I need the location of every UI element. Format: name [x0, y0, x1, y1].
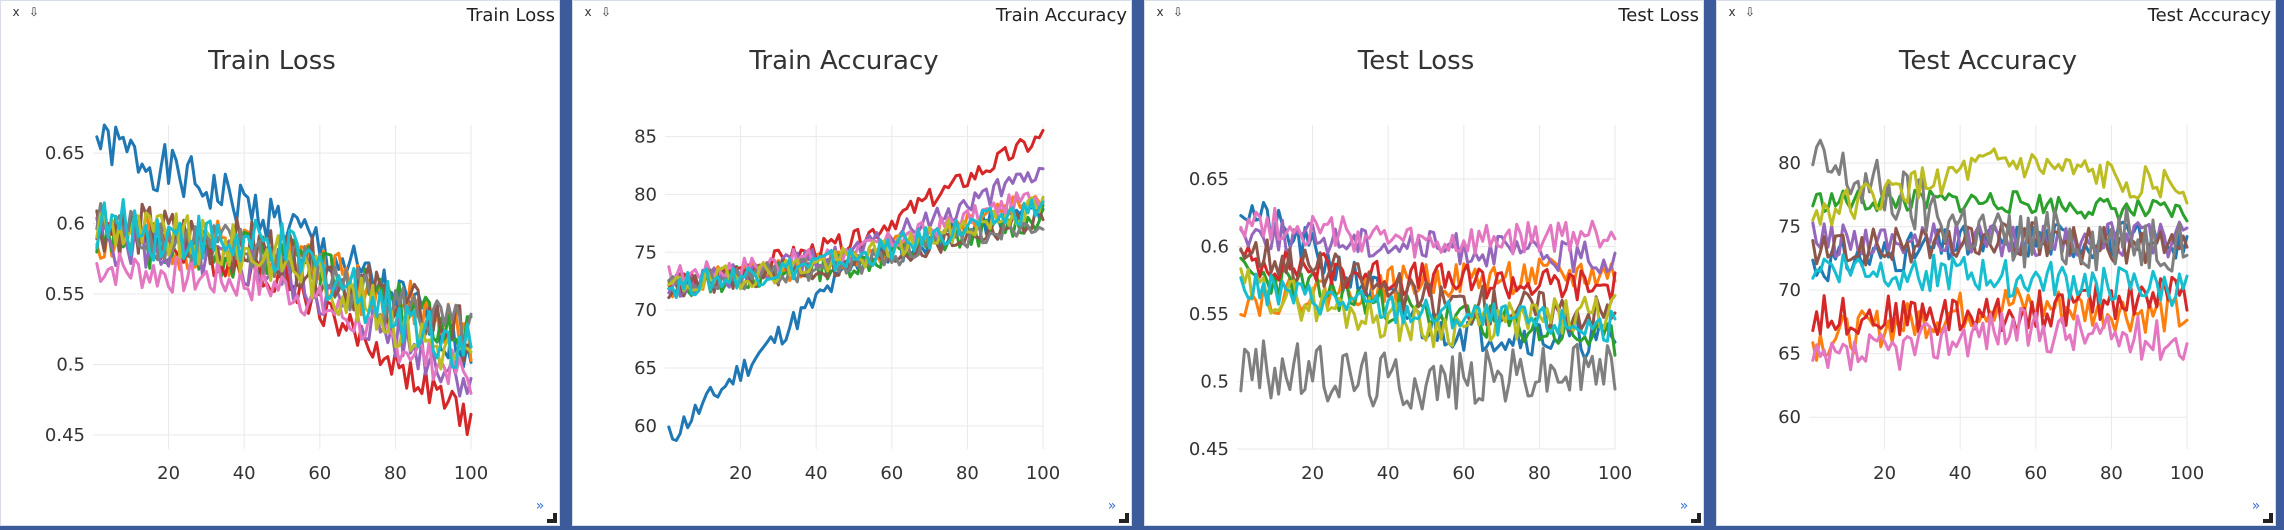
- series-line: [1239, 339, 1617, 411]
- x-tick-label: 20: [157, 463, 180, 484]
- x-tick-label: 100: [2170, 463, 2204, 484]
- expand-icon[interactable]: »: [1679, 498, 1689, 514]
- x-tick-label: 40: [1949, 463, 1972, 484]
- y-tick-label: 0.5: [1200, 372, 1229, 393]
- chart-test-accuracy[interactable]: Test Accuracy 20 40 60 80 100 60 65 70 75 80: [1717, 29, 2277, 527]
- pane-title: Train Accuracy: [995, 5, 1127, 26]
- chart-title: Train Loss: [207, 46, 336, 76]
- y-tick-label: 0.55: [45, 284, 85, 305]
- resize-handle[interactable]: [1119, 513, 1129, 523]
- x-tick-label: 20: [1873, 463, 1896, 484]
- x-tick-label: 60: [2024, 463, 2047, 484]
- series-line: [1811, 147, 2189, 227]
- pane-train-accuracy: x ⇩ Train Accuracy Train Accuracy 20 40 60 8…: [572, 0, 1132, 526]
- series-line: [95, 211, 473, 371]
- y-tick-label: 0.6: [1200, 237, 1229, 258]
- y-tick-label: 60: [1778, 407, 1801, 428]
- expand-icon[interactable]: »: [535, 498, 545, 514]
- y-tick-label: 0.6: [56, 214, 85, 235]
- y-tick-label: 80: [1778, 153, 1801, 174]
- y-tick-label: 0.55: [1189, 304, 1229, 325]
- series-line: [1239, 206, 1617, 259]
- x-tick-label: 60: [308, 463, 331, 484]
- chart-title: Test Accuracy: [1898, 46, 2077, 76]
- series-line: [1811, 306, 2189, 372]
- expand-icon[interactable]: »: [1107, 498, 1117, 514]
- x-tick-label: 80: [2100, 463, 2123, 484]
- y-tick-label: 70: [634, 300, 657, 321]
- y-tick-label: 0.45: [45, 425, 85, 446]
- x-tick-label: 60: [1452, 463, 1475, 484]
- x-tick-label: 60: [880, 463, 903, 484]
- x-tick-label: 100: [454, 463, 488, 484]
- close-icon[interactable]: x: [584, 5, 592, 19]
- x-tick-label: 40: [1377, 463, 1400, 484]
- y-tick-label: 85: [634, 127, 657, 148]
- chart-test-loss[interactable]: Test Loss 20 40 60 80 100 0.45 0.5 0.55 0.6 0.65: [1145, 29, 1705, 527]
- series-line: [1811, 275, 2189, 337]
- y-tick-label: 60: [634, 416, 657, 437]
- pane-header: x ⇩ Train Loss: [1, 1, 559, 29]
- resize-handle[interactable]: [1691, 513, 1701, 523]
- close-icon[interactable]: x: [12, 5, 20, 19]
- pane-title: Train Loss: [466, 5, 555, 26]
- x-tick-label: 80: [384, 463, 407, 484]
- pane-header: x ⇩ Test Accuracy: [1717, 1, 2275, 29]
- pane-header: x ⇩ Test Loss: [1145, 1, 1703, 29]
- chart-train-loss[interactable]: Train Loss 20 40 60 80 100 0.45 0.5 0.55 0.6 0.65: [1, 29, 561, 527]
- download-icon[interactable]: ⇩: [1172, 5, 1184, 19]
- pane-train-loss: x ⇩ Train Loss Train Loss 20 40 60 80 100 0.45…: [0, 0, 560, 526]
- x-tick-label: 80: [1528, 463, 1551, 484]
- x-tick-label: 20: [729, 463, 752, 484]
- x-tick-label: 40: [805, 463, 828, 484]
- y-tick-label: 0.5: [56, 354, 85, 375]
- y-tick-label: 80: [634, 184, 657, 205]
- y-tick-label: 65: [634, 358, 657, 379]
- y-tick-label: 75: [634, 242, 657, 263]
- chart-title: Train Accuracy: [748, 46, 938, 76]
- pane-title: Test Loss: [1618, 5, 1699, 26]
- series-line: [1239, 267, 1617, 349]
- pane-test-loss: x ⇩ Test Loss Test Loss 20 40 60 80 100 0.45 0.…: [1144, 0, 1704, 526]
- x-tick-label: 80: [956, 463, 979, 484]
- series-line: [95, 252, 473, 395]
- pane-header: x ⇩ Train Accuracy: [573, 1, 1131, 29]
- series-line: [1239, 218, 1617, 275]
- y-tick-label: 70: [1778, 280, 1801, 301]
- pane-test-accuracy: x ⇩ Test Accuracy Test Accuracy 20 40 60 80 1…: [1716, 0, 2276, 526]
- download-icon[interactable]: ⇩: [28, 5, 40, 19]
- y-tick-label: 0.65: [45, 143, 85, 164]
- y-tick-label: 0.45: [1189, 439, 1229, 460]
- close-icon[interactable]: x: [1156, 5, 1164, 19]
- series-line: [1239, 272, 1617, 343]
- resize-handle[interactable]: [2263, 513, 2273, 523]
- y-tick-label: 75: [1778, 217, 1801, 238]
- download-icon[interactable]: ⇩: [1744, 5, 1756, 19]
- y-tick-label: 0.65: [1189, 169, 1229, 190]
- x-tick-label: 100: [1598, 463, 1632, 484]
- chart-title: Test Loss: [1357, 46, 1475, 76]
- series-line: [1811, 221, 2189, 267]
- expand-icon[interactable]: »: [2251, 498, 2261, 514]
- x-tick-label: 20: [1301, 463, 1324, 484]
- x-tick-label: 100: [1026, 463, 1060, 484]
- pane-title: Test Accuracy: [2147, 5, 2271, 26]
- resize-handle[interactable]: [547, 513, 557, 523]
- chart-train-accuracy[interactable]: Train Accuracy 20 40 60 80 100 60 65 70 75 80 85: [573, 29, 1133, 527]
- close-icon[interactable]: x: [1728, 5, 1736, 19]
- y-tick-label: 65: [1778, 344, 1801, 365]
- download-icon[interactable]: ⇩: [600, 5, 612, 19]
- series-line: [667, 198, 1045, 300]
- series-line: [1811, 138, 2189, 273]
- x-tick-label: 40: [233, 463, 256, 484]
- series-line: [95, 198, 473, 369]
- series-line: [1811, 253, 2189, 308]
